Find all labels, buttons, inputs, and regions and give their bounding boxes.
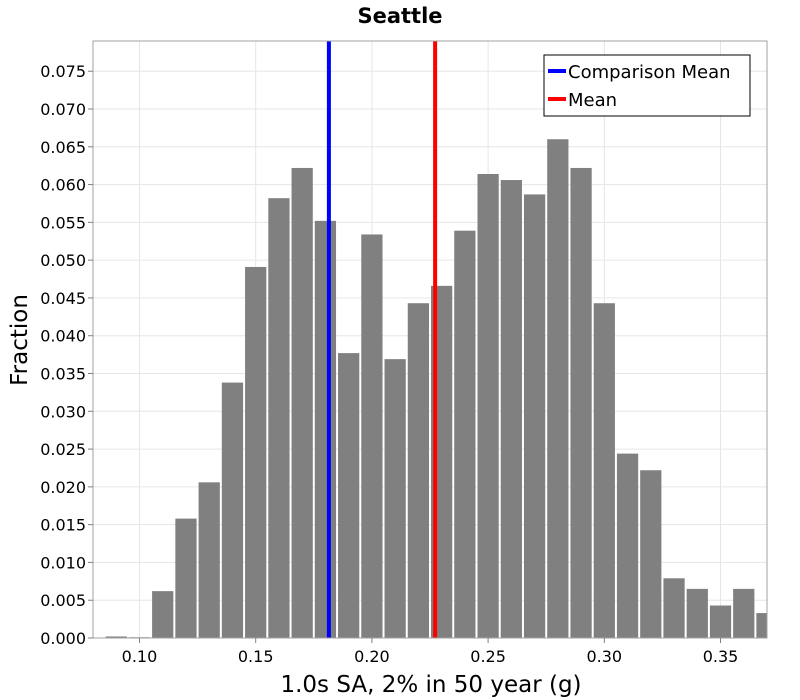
y-tick-label: 0.060 [40,176,86,195]
legend-box [543,54,751,117]
x-tick-label: 0.10 [122,647,158,666]
y-tick-label: 0.045 [40,289,86,308]
plot-area-frame [92,40,768,639]
histogram-bar [523,194,546,639]
histogram-bar [221,382,244,638]
histogram-bar [733,588,755,638]
histogram-bar [686,588,708,638]
y-tick-label: 0.015 [40,516,86,535]
x-tick-label: 0.25 [470,647,506,666]
y-tick-label: 0.050 [40,251,86,270]
y-tick-label: 0.005 [40,591,86,610]
histogram-bar [640,470,662,638]
reference-lines [326,41,438,638]
y-tick-label: 0.035 [40,365,86,384]
histogram-bar [407,303,429,638]
histogram-bar [454,230,476,638]
y-axis-title: Fraction [7,294,33,386]
y-tick-label: 0.065 [40,138,86,157]
x-axis-ticks: 0.10 0.15 0.20 0.25 0.30 0.35 [122,638,739,666]
legend-label: Comparison Mean [568,62,731,83]
histogram-bar [268,198,290,638]
x-tick-label: 0.35 [703,647,739,666]
histogram-bar [709,605,732,638]
histogram-bar [152,591,174,638]
histogram-bar [198,482,220,638]
legend-label: Mean [568,90,617,111]
y-tick-label: 0.000 [40,629,86,648]
histogram-bar [314,220,337,638]
y-tick-label: 0.055 [40,213,86,232]
histogram-bar [616,453,639,638]
y-tick-label: 0.020 [40,478,86,497]
x-axis-title: 1.0s SA, 2% in 50 year (g) [280,672,581,698]
y-tick-label: 0.070 [40,100,86,119]
histogram-bar [361,234,383,638]
histogram-bar [477,174,499,638]
histogram-bar [547,139,569,638]
legend: Comparison Mean Mean [543,54,751,117]
histogram-bar [384,359,406,638]
histogram-bar [338,353,360,638]
histogram-bar [175,518,197,638]
histogram-bar [291,167,313,638]
histogram-bar [570,167,592,638]
x-tick-label: 0.20 [354,647,390,666]
histogram-bar [593,303,615,638]
histogram-bar [663,578,685,638]
y-tick-label: 0.040 [40,327,86,346]
histogram-bar [245,266,267,638]
chart-title: Seattle [357,4,442,28]
y-axis-ticks: 0.000 0.005 0.010 0.015 0.020 0.025 0.030 0.035… [40,62,93,648]
y-tick-label: 0.025 [40,440,86,459]
histogram-bar [105,636,127,638]
y-tick-label: 0.075 [40,62,86,81]
x-tick-label: 0.30 [586,647,622,666]
histogram-bar [500,180,522,638]
x-tick-label: 0.15 [238,647,274,666]
y-tick-label: 0.030 [40,402,86,421]
y-tick-label: 0.010 [40,553,86,572]
histogram-bar [756,613,767,638]
